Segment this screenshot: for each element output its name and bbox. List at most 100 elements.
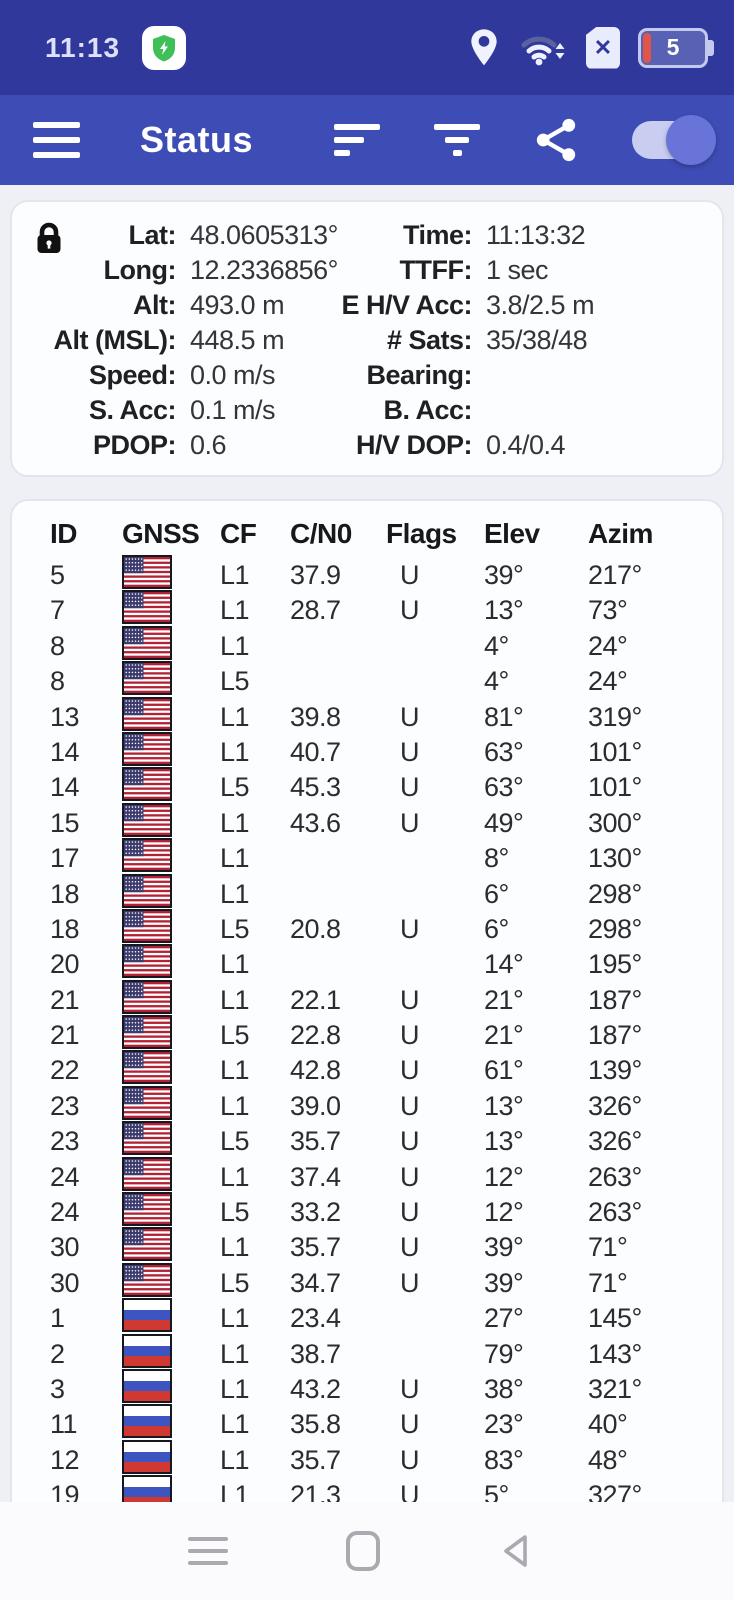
us-flag-icon: [122, 838, 172, 873]
info-label: Alt (MSL):: [53, 325, 177, 355]
sort-icon[interactable]: [334, 124, 380, 156]
table-row[interactable]: 18 L1 6° 298°: [12, 873, 722, 909]
table-row[interactable]: 13 L1 39.8 U 81° 319°: [12, 696, 722, 732]
recent-apps-icon[interactable]: [188, 1537, 228, 1565]
sat-flags: U: [400, 560, 420, 590]
sat-id: 20: [50, 949, 80, 980]
table-row[interactable]: 24 L1 37.4 U 12° 263°: [12, 1156, 722, 1192]
sat-id: 30: [50, 1267, 80, 1298]
app-bar: Status: [0, 95, 734, 185]
sat-gnss: [122, 908, 220, 950]
sat-flags: U: [400, 1126, 420, 1157]
sat-gnss: [122, 1015, 220, 1056]
table-row[interactable]: 3 L1 43.2 U 38° 321°: [12, 1368, 722, 1404]
sat-flags: U: [400, 984, 420, 1015]
sat-azim: 48°: [588, 1444, 628, 1475]
sat-id: 21: [50, 1020, 80, 1051]
sat-gnss: [122, 1192, 220, 1233]
home-icon[interactable]: [346, 1531, 380, 1571]
sat-id: 8: [50, 630, 65, 661]
sat-cf: L1: [220, 630, 250, 661]
android-nav-bar: [0, 1502, 734, 1600]
us-flag-icon: [122, 979, 172, 1014]
sat-azim: 195°: [588, 949, 642, 980]
table-row[interactable]: 11 L1 35.8 U 23° 40°: [12, 1404, 722, 1439]
sat-cf: L5: [220, 1020, 250, 1051]
table-row[interactable]: 8 L1 4° 24°: [12, 625, 722, 661]
battery-low-bar: [643, 32, 651, 63]
sat-gnss: [122, 802, 220, 844]
info-value: 12.2336856°: [190, 255, 338, 285]
table-row[interactable]: 1 L1 23.4 27° 145°: [12, 1298, 722, 1333]
table-row[interactable]: 2 L1 38.7 79° 143°: [12, 1333, 722, 1369]
sat-gnss: [122, 1404, 220, 1445]
sat-flags: U: [400, 1161, 420, 1192]
table-row[interactable]: 17 L1 8° 130°: [12, 838, 722, 873]
sat-azim: 130°: [588, 843, 642, 874]
back-icon[interactable]: [498, 1532, 532, 1570]
info-label: PDOP:: [92, 430, 177, 460]
sat-cf: L1: [220, 560, 250, 590]
us-flag-icon: [122, 1192, 172, 1227]
sat-cn0: 23.4: [290, 1303, 341, 1334]
table-row[interactable]: 30 L5 34.7 U 39° 71°: [12, 1262, 722, 1298]
info-row: Alt: 493.0 m E H/V Acc: 3.8/2.5 m: [26, 288, 708, 323]
table-row[interactable]: 14 L5 45.3 U 63° 101°: [12, 767, 722, 802]
table-row[interactable]: 23 L5 35.7 U 13° 326°: [12, 1121, 722, 1156]
sat-elev: 12°: [484, 1197, 524, 1228]
table-row[interactable]: 30 L1 35.7 U 39° 71°: [12, 1227, 722, 1262]
table-row[interactable]: 21 L1 22.1 U 21° 187°: [12, 979, 722, 1015]
sat-azim: 187°: [588, 1020, 642, 1051]
info-row: Lat: 48.0605313° Time: 11:13:32: [26, 218, 708, 253]
filter-icon[interactable]: [434, 124, 480, 156]
info-label: B. Acc:: [383, 395, 472, 425]
sat-azim: 101°: [588, 772, 642, 803]
table-row[interactable]: 15 L1 43.6 U 49° 300°: [12, 802, 722, 838]
sat-azim: 71°: [588, 1232, 628, 1263]
sat-cn0: 20.8: [290, 913, 341, 944]
us-flag-icon: [122, 625, 172, 660]
table-row[interactable]: 14 L1 40.7 U 63° 101°: [12, 731, 722, 767]
info-row: PDOP: 0.6 H/V DOP: 0.4/0.4: [26, 428, 708, 463]
col-gnss: GNSS: [122, 518, 200, 549]
sat-flags: U: [400, 807, 420, 838]
sat-gnss: [122, 661, 220, 702]
sat-azim: 143°: [588, 1338, 642, 1369]
table-row[interactable]: 20 L1 14° 195°: [12, 944, 722, 979]
info-label: E H/V Acc:: [341, 290, 472, 320]
sat-flags: U: [400, 1232, 420, 1263]
table-row[interactable]: 21 L5 22.8 U 21° 187°: [12, 1015, 722, 1050]
sat-elev: 38°: [484, 1373, 524, 1404]
table-row[interactable]: 18 L5 20.8 U 6° 298°: [12, 908, 722, 944]
share-icon[interactable]: [534, 117, 578, 163]
sat-cf: L5: [220, 1197, 250, 1228]
us-flag-icon: [122, 696, 172, 731]
sat-cf: L1: [220, 1303, 250, 1334]
table-row[interactable]: 7 L1 28.7 U 13° 73°: [12, 590, 722, 625]
table-row[interactable]: 23 L1 39.0 U 13° 326°: [12, 1085, 722, 1121]
sat-flags: U: [400, 1409, 420, 1440]
sat-gnss: [122, 1227, 220, 1268]
sat-azim: 139°: [588, 1055, 642, 1086]
table-row[interactable]: 22 L1 42.8 U 61° 139°: [12, 1050, 722, 1085]
sat-elev: 8°: [484, 843, 509, 874]
sat-gnss: [122, 1333, 220, 1375]
sat-azim: 73°: [588, 595, 628, 626]
table-row[interactable]: 12 L1 35.7 U 83° 48°: [12, 1439, 722, 1475]
col-id: ID: [50, 518, 78, 549]
sat-cf: L1: [220, 984, 250, 1015]
sat-id: 30: [50, 1232, 80, 1263]
sat-elev: 39°: [484, 1232, 524, 1263]
table-row[interactable]: 8 L5 4° 24°: [12, 661, 722, 696]
gnss-toggle[interactable]: [632, 115, 716, 165]
sat-elev: 12°: [484, 1161, 524, 1192]
sat-azim: 217°: [588, 560, 642, 590]
sat-gnss: [122, 1298, 220, 1339]
sat-elev: 6°: [484, 878, 509, 909]
sat-elev: 4°: [484, 630, 509, 661]
table-row[interactable]: 5 L1 37.9 U 39° 217°: [12, 555, 722, 590]
menu-icon[interactable]: [33, 122, 80, 158]
table-row[interactable]: 24 L5 33.2 U 12° 263°: [12, 1192, 722, 1227]
sat-cn0: 39.8: [290, 701, 341, 732]
us-flag-icon: [122, 1121, 172, 1156]
